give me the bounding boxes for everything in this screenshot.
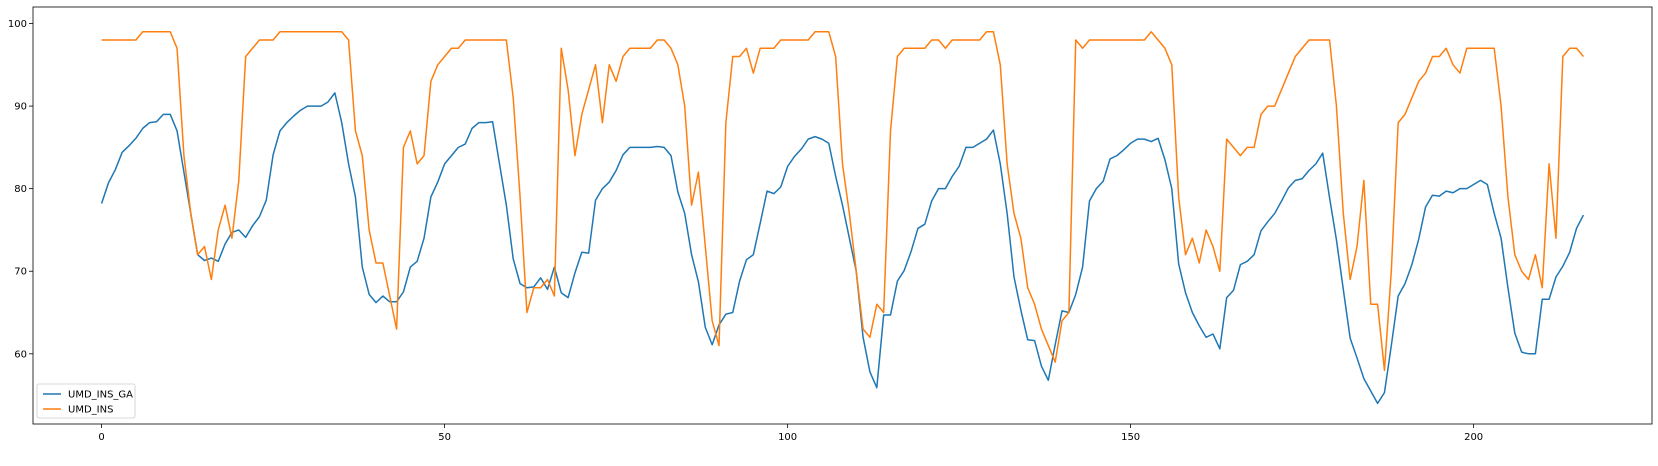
x-tick-label: 200 <box>1464 432 1483 443</box>
y-tick-label: 80 <box>14 184 27 195</box>
x-tick-label: 50 <box>438 432 451 443</box>
y-tick-label: 70 <box>14 267 27 278</box>
y-tick-label: 60 <box>14 349 27 360</box>
plot-frame <box>32 6 1653 425</box>
y-tick-label: 100 <box>8 19 27 30</box>
x-tick-label: 150 <box>1121 432 1140 443</box>
series-line-umd-ins-ga <box>100 92 1585 405</box>
legend-box <box>36 383 136 419</box>
y-tick-label: 90 <box>14 102 27 113</box>
x-tick-label: 100 <box>778 432 797 443</box>
x-tick-label: 0 <box>98 432 104 443</box>
legend-label: UMD_INS_GA <box>68 390 133 401</box>
y-axis: 60 70 80 90 100 <box>8 19 33 360</box>
legend-label: UMD_INS <box>68 405 113 416</box>
series-lines <box>100 31 1585 405</box>
legend: UMD_INS_GA UMD_INS <box>36 383 136 419</box>
x-axis: 0 50 100 150 200 <box>98 424 1483 443</box>
series-line-umd-ins <box>101 31 1584 372</box>
